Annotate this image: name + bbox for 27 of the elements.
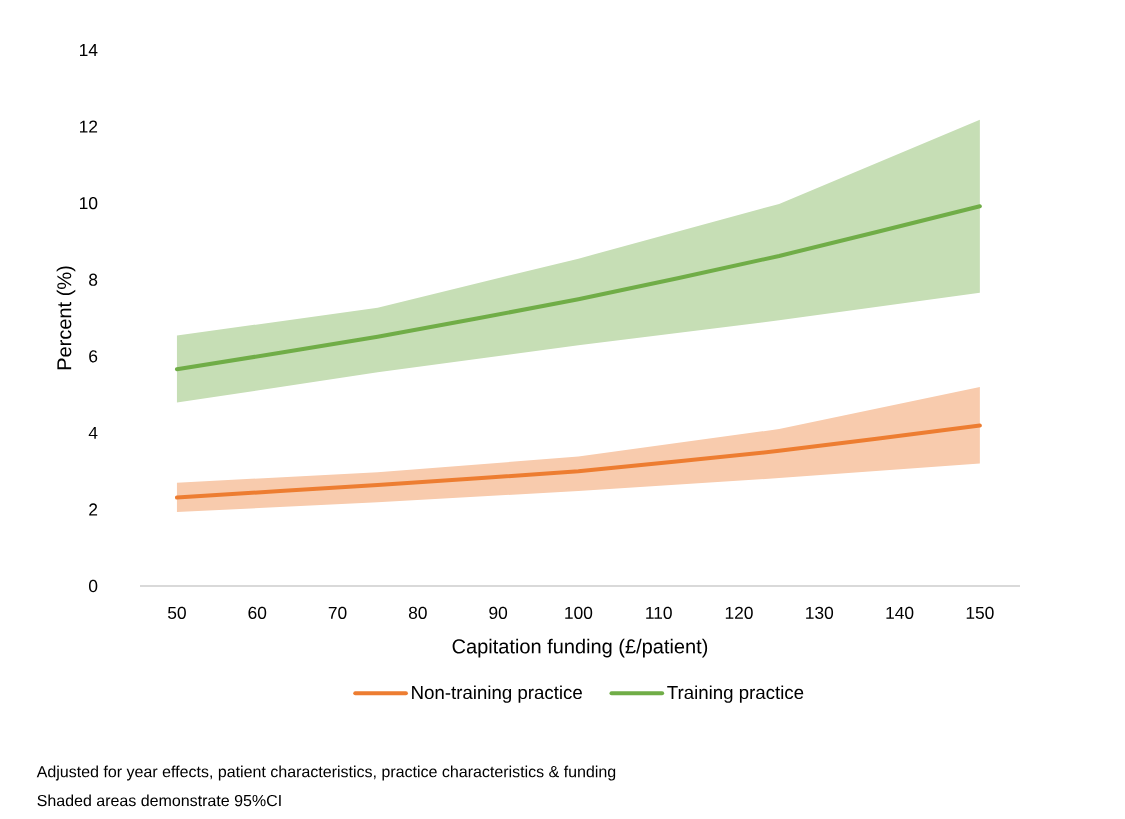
x-tick-label: 140 — [886, 606, 914, 619]
y-tick-label: 12 — [80, 120, 98, 133]
x-axis-title: Capitation funding (£/patient) — [452, 638, 708, 658]
y-tick-label: 8 — [89, 273, 98, 286]
y-tick-label: 0 — [88, 579, 98, 593]
line-series — [174, 204, 982, 372]
x-tick-label: 120 — [725, 606, 753, 619]
legend-label: Non-training practice — [412, 685, 582, 703]
y-tick-label: 2 — [89, 503, 98, 516]
x-tick-label: 110 — [646, 606, 672, 619]
x-tick-label: 80 — [408, 606, 427, 619]
x-tick-label: 70 — [328, 606, 347, 619]
line-series — [174, 423, 982, 500]
y-tick-label: 10 — [80, 197, 98, 210]
y-tick-label: 4 — [88, 426, 98, 439]
x-tick-label: 150 — [966, 606, 994, 619]
x-tick-label: 60 — [248, 606, 267, 619]
legend-label: Training practice — [667, 685, 804, 703]
text: Adjusted for year effects, patient characteristics, practice characteristics & funding — [36, 765, 616, 781]
x-tick-label: 50 — [167, 606, 186, 619]
y-tick-label: 6 — [89, 350, 98, 363]
text: Shaded areas demonstrate 95%CI — [37, 794, 281, 807]
x-tick-label: 130 — [806, 606, 834, 619]
x-tick-label: 90 — [489, 606, 508, 619]
y-tick-label: 14 — [80, 44, 98, 56]
y-axis-title: Percent (%) — [56, 266, 76, 370]
x-tick-label: 100 — [565, 606, 593, 619]
